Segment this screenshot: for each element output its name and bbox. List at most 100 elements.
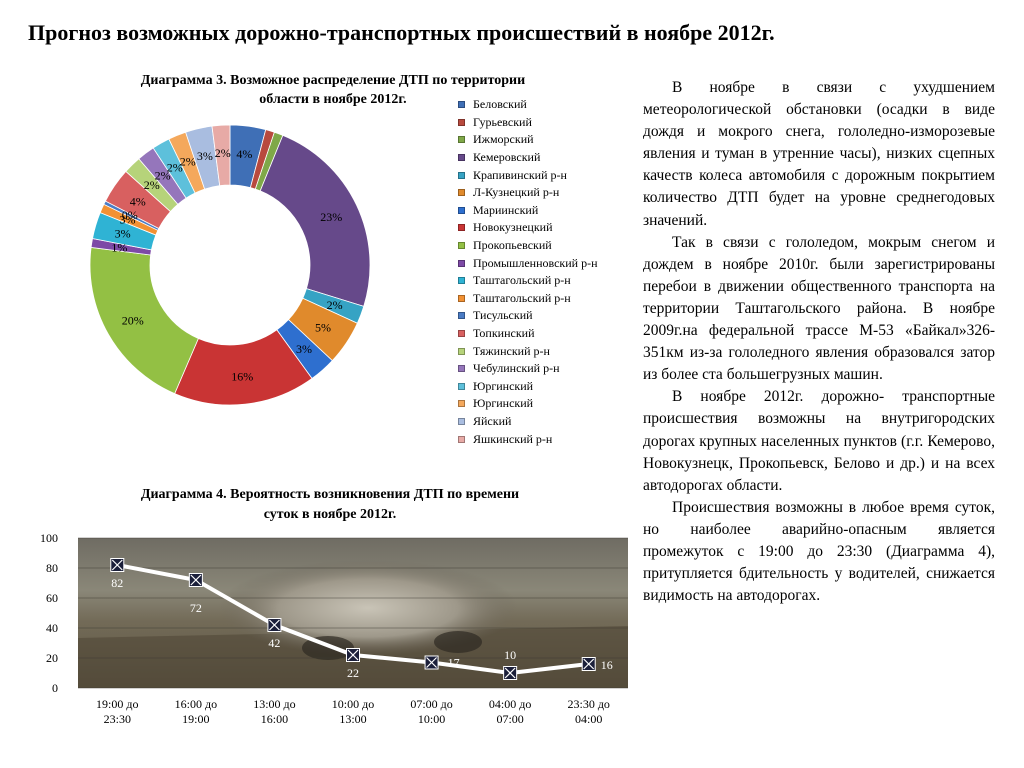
legend-swatch bbox=[458, 171, 465, 179]
donut-slice bbox=[211, 124, 231, 187]
data-point-marker bbox=[346, 648, 360, 662]
legend-label: Прокопьевский bbox=[473, 238, 552, 253]
legend-swatch bbox=[458, 294, 465, 302]
legend-swatch bbox=[458, 118, 465, 126]
data-point-marker bbox=[503, 666, 518, 680]
donut-slice-label: 3% bbox=[120, 213, 136, 227]
legend-item: Новокузнецкий bbox=[458, 219, 638, 237]
x-tick-label: 19:00 до 23:30 bbox=[96, 697, 138, 726]
paragraph-2: Так в связи с гололедом, мокрым снегом и… bbox=[643, 233, 995, 384]
legend-label: Чебулинский р-н bbox=[473, 361, 560, 376]
donut-slice-label: 5% bbox=[315, 320, 331, 334]
legend-item: Юргинский bbox=[458, 395, 638, 413]
donut-slice-label: 4% bbox=[130, 194, 146, 208]
legend-label: Ижморский bbox=[473, 132, 534, 147]
legend-item: Топкинский bbox=[458, 325, 638, 343]
donut-slice-label: 3% bbox=[296, 342, 312, 356]
data-point-marker bbox=[581, 657, 596, 671]
x-tick-label: 07:00 до 10:00 bbox=[410, 697, 452, 726]
legend-label: Яшкинский р-н bbox=[473, 431, 553, 446]
y-tick-label: 100 bbox=[40, 531, 58, 545]
data-label: 10 bbox=[504, 648, 516, 662]
legend-label: Промышленновский р-н bbox=[473, 255, 598, 270]
legend-item: Чебулинский р-н bbox=[458, 360, 638, 378]
legend-swatch bbox=[458, 365, 465, 373]
legend-item: Гурьевский bbox=[458, 114, 638, 132]
legend-label: Тяжинский р-н bbox=[473, 343, 550, 358]
legend-item: Л-Кузнецкий р-н bbox=[458, 184, 638, 202]
donut-chart-legend: Беловский Гурьевский Ижморский Кемеровский К… bbox=[458, 96, 638, 448]
donut-slice-label: 1% bbox=[111, 240, 127, 254]
description-text: В ноябре в связи с ухудшением метеоролог… bbox=[643, 77, 995, 607]
donut-chart: 4%23%2%5%3%16%20%1%3%3%0%4%2%2%2%2% 3% 2% bbox=[89, 124, 371, 406]
line-chart-title-line2: суток в ноябре 2012г. bbox=[263, 507, 397, 522]
legend-item: Крапивинский р-н bbox=[458, 166, 638, 184]
donut-chart-title: Диаграмма 3. Возможное распределение ДТП… bbox=[88, 71, 578, 109]
data-label: 42 bbox=[268, 636, 280, 650]
legend-item: Беловский bbox=[458, 96, 638, 114]
legend-swatch bbox=[458, 382, 465, 390]
legend-swatch bbox=[458, 206, 465, 214]
donut-slice-label: 3% bbox=[197, 149, 213, 163]
y-tick-label: 60 bbox=[46, 591, 58, 605]
x-tick-label: 13:00 до 16:00 bbox=[253, 697, 295, 726]
legend-item: Тисульский bbox=[458, 307, 638, 325]
data-label: 72 bbox=[190, 601, 202, 615]
legend-item: Ижморский bbox=[458, 131, 638, 149]
paragraph-1: В ноябре в связи с ухудшением метеоролог… bbox=[643, 79, 995, 229]
legend-label: Новокузнецкий bbox=[473, 220, 553, 235]
donut-slice-label: 16% bbox=[231, 369, 253, 383]
data-point-marker bbox=[188, 573, 203, 587]
data-label: 16 bbox=[601, 658, 613, 672]
y-tick-label: 20 bbox=[46, 651, 58, 665]
legend-item: Яшкинский р-н bbox=[458, 430, 638, 448]
data-label: 82 bbox=[111, 576, 123, 590]
legend-swatch bbox=[458, 400, 465, 408]
donut-slice bbox=[89, 246, 199, 395]
page-title: Прогноз возможных дорожно-транспортных п… bbox=[28, 20, 775, 45]
legend-item: Таштагольский р-н bbox=[458, 272, 638, 290]
legend-item: Таштагольский р-н bbox=[458, 290, 638, 308]
donut-slice-label: 3% bbox=[115, 226, 131, 240]
legend-swatch bbox=[458, 417, 465, 425]
donut-slice-label: 2% bbox=[144, 178, 160, 192]
legend-item: Кемеровский bbox=[458, 149, 638, 167]
legend-label: Таштагольский р-н bbox=[473, 290, 571, 305]
donut-slice-label: 2% bbox=[180, 154, 196, 168]
photo-car-wheel bbox=[434, 631, 482, 653]
legend-item: Прокопьевский bbox=[458, 237, 638, 255]
donut-slice bbox=[259, 134, 371, 307]
legend-swatch bbox=[458, 189, 465, 197]
legend-label: Юргинский bbox=[473, 378, 534, 393]
legend-swatch bbox=[458, 154, 465, 162]
legend-swatch bbox=[458, 312, 465, 320]
legend-swatch bbox=[458, 347, 465, 355]
legend-item: Тяжинский р-н bbox=[458, 342, 638, 360]
donut-slice-label: 2% bbox=[327, 298, 343, 312]
x-tick-label: 04:00 до 07:00 bbox=[489, 697, 531, 726]
legend-label: Гурьевский bbox=[473, 114, 532, 129]
paragraph-4: Происшествия возможны в любое время суто… bbox=[643, 498, 995, 605]
legend-swatch bbox=[458, 224, 465, 232]
y-axis: 0 20 40 60 80 100 bbox=[40, 531, 58, 695]
data-point-marker bbox=[110, 558, 125, 572]
legend-label: Беловский bbox=[473, 97, 527, 112]
legend-swatch bbox=[458, 259, 465, 267]
legend-item: Яйский bbox=[458, 413, 638, 431]
data-point-marker bbox=[424, 655, 439, 670]
line-series: 82 72 42 22 17 10 16 bbox=[110, 558, 613, 680]
legend-label: Юргинский bbox=[473, 396, 534, 411]
legend-label: Кемеровский bbox=[473, 150, 541, 165]
x-tick-label: 16:00 до 19:00 bbox=[175, 697, 217, 726]
x-tick-label: 10:00 до 13:00 bbox=[332, 697, 374, 726]
line-chart-title: Диаграмма 4. Вероятность возникновения Д… bbox=[80, 485, 580, 525]
donut-chart-title-line1: Диаграмма 3. Возможное распределение ДТП… bbox=[140, 73, 526, 88]
legend-item: Мариинский bbox=[458, 202, 638, 220]
legend-label: Яйский bbox=[473, 413, 512, 428]
legend-item: Промышленновский р-н bbox=[458, 254, 638, 272]
donut-slice-label: 2% bbox=[215, 146, 231, 160]
legend-label: Мариинский bbox=[473, 202, 539, 217]
donut-chart-title-line2: области в ноябре 2012г. bbox=[259, 92, 407, 107]
legend-item: Юргинский bbox=[458, 378, 638, 396]
